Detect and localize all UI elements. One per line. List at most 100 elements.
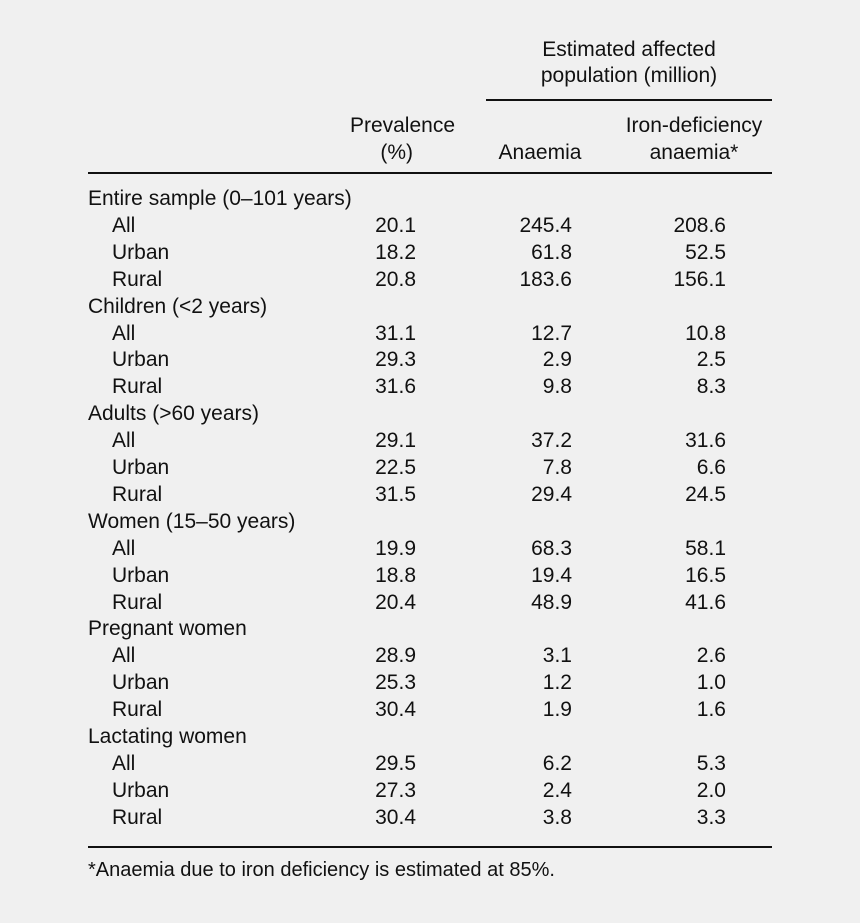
group-header-line1: Estimated affected <box>542 38 716 61</box>
group-label: Children (<2 years) <box>88 294 268 318</box>
table-row: Rural 31.5 29.4 24.5 <box>0 482 860 508</box>
ida-cell: 1.0 <box>696 671 726 695</box>
prevalence-cell: 31.6 <box>375 375 416 399</box>
prevalence-cell: 18.8 <box>375 563 416 587</box>
table-row: All 31.1 12.7 10.8 <box>0 321 860 347</box>
anaemia-cell: 245.4 <box>519 213 572 237</box>
anaemia-cell: 3.1 <box>542 644 572 668</box>
anaemia-cell: 1.9 <box>542 698 572 722</box>
table-row: All 20.1 245.4 208.6 <box>0 213 860 239</box>
prevalence-cell: 28.9 <box>375 644 416 668</box>
group-header-rule <box>486 99 772 101</box>
anaemia-cell: 3.8 <box>542 805 572 829</box>
table-row: Rural 30.4 3.8 3.3 <box>0 805 860 831</box>
anaemia-cell: 68.3 <box>531 536 572 560</box>
prevalence-cell: 20.8 <box>375 267 416 291</box>
prevalence-cell: 31.1 <box>375 321 416 345</box>
row-label: Urban <box>112 240 170 264</box>
ida-header-line2: anaemia* <box>649 141 739 164</box>
row-label: Urban <box>112 563 170 587</box>
table-row: Rural 30.4 1.9 1.6 <box>0 697 860 723</box>
prevalence-cell: 20.1 <box>375 213 416 237</box>
anaemia-cell: 37.2 <box>531 429 572 453</box>
row-label: Urban <box>112 348 170 372</box>
ida-cell: 10.8 <box>685 321 726 345</box>
ida-cell: 41.6 <box>685 590 726 614</box>
prevalence-cell: 19.9 <box>375 536 416 560</box>
group-label: Adults (>60 years) <box>88 402 259 426</box>
ida-cell: 156.1 <box>673 267 726 291</box>
group-row: Adults (>60 years) <box>0 401 860 427</box>
ida-cell: 6.6 <box>696 456 726 479</box>
anaemia-cell: 2.4 <box>542 778 572 802</box>
ida-cell: 52.5 <box>685 240 726 264</box>
anaemia-cell: 9.8 <box>542 375 572 399</box>
anaemia-cell: 12.7 <box>531 321 572 345</box>
table-row: Urban 27.3 2.4 2.0 <box>0 778 860 804</box>
prevalence-cell: 31.5 <box>375 482 416 506</box>
row-label: Rural <box>112 267 163 291</box>
ida-cell: 5.3 <box>696 751 726 775</box>
group-row: Pregnant women <box>0 616 860 642</box>
table-row: Urban 18.2 61.8 52.5 <box>0 240 860 266</box>
prevalence-cell: 25.3 <box>375 671 416 695</box>
group-label: Entire sample (0–101 years) <box>88 187 352 210</box>
table-row: All 29.5 6.2 5.3 <box>0 751 860 777</box>
anaemia-cell: 183.6 <box>519 267 572 291</box>
ida-cell: 2.6 <box>696 644 726 668</box>
table-row: Urban 22.5 7.8 6.6 <box>0 455 860 481</box>
anaemia-cell: 2.9 <box>542 348 572 372</box>
group-label: Lactating women <box>88 725 247 748</box>
ida-cell: 3.3 <box>696 805 726 829</box>
anaemia-cell: 7.8 <box>542 456 572 479</box>
ida-cell: 24.5 <box>685 482 726 506</box>
ida-cell: 2.5 <box>696 348 726 372</box>
group-label: Pregnant women <box>88 617 247 641</box>
row-label: Urban <box>112 778 170 802</box>
ida-cell: 58.1 <box>685 536 726 560</box>
footnote: *Anaemia due to iron deficiency is estim… <box>88 859 555 881</box>
row-label: All <box>112 751 136 775</box>
table-row: All 28.9 3.1 2.6 <box>0 643 860 669</box>
row-label: Urban <box>112 456 170 479</box>
group-label: Women (15–50 years) <box>88 509 296 533</box>
table-bottom-rule <box>88 846 772 848</box>
row-label: Rural <box>112 805 163 829</box>
row-label: Urban <box>112 671 170 695</box>
row-label: All <box>112 536 136 560</box>
prevalence-cell: 27.3 <box>375 778 416 802</box>
prevalence-cell: 30.4 <box>375 698 416 722</box>
ida-cell: 16.5 <box>685 563 726 587</box>
header-bottom-rule <box>88 172 772 174</box>
prevalence-header-line1: Prevalence <box>349 114 455 137</box>
anaemia-cell: 6.2 <box>542 751 572 775</box>
ida-cell: 8.3 <box>696 375 726 399</box>
table-row: Urban 18.8 19.4 16.5 <box>0 563 860 589</box>
row-label: Rural <box>112 375 163 399</box>
group-row: Lactating women <box>0 724 860 750</box>
ida-cell: 208.6 <box>673 213 726 237</box>
table-row: All 29.1 37.2 31.6 <box>0 428 860 454</box>
table-row: All 19.9 68.3 58.1 <box>0 536 860 562</box>
row-label: Rural <box>112 698 163 722</box>
ida-cell: 1.6 <box>696 698 726 722</box>
prevalence-cell: 29.5 <box>375 751 416 775</box>
ida-header-line1: Iron-deficiency <box>625 114 763 137</box>
prevalence-cell: 22.5 <box>375 456 416 479</box>
group-row: Entire sample (0–101 years) <box>0 186 860 212</box>
row-label: All <box>112 429 136 453</box>
row-label: All <box>112 321 136 345</box>
table-row: Urban 29.3 2.9 2.5 <box>0 347 860 373</box>
anaemia-cell: 61.8 <box>531 240 572 264</box>
group-row: Children (<2 years) <box>0 294 860 320</box>
prevalence-header-line2: (%) <box>380 141 413 164</box>
row-label: Rural <box>112 590 163 614</box>
group-row: Women (15–50 years) <box>0 509 860 535</box>
anaemia-cell: 48.9 <box>531 590 572 614</box>
ida-cell: 2.0 <box>696 778 726 802</box>
group-header-line2: population (million) <box>540 64 718 87</box>
prevalence-cell: 29.1 <box>375 429 416 453</box>
anaemia-header: Anaemia <box>498 141 582 164</box>
anaemia-cell: 29.4 <box>531 482 572 506</box>
anaemia-cell: 1.2 <box>542 671 572 695</box>
